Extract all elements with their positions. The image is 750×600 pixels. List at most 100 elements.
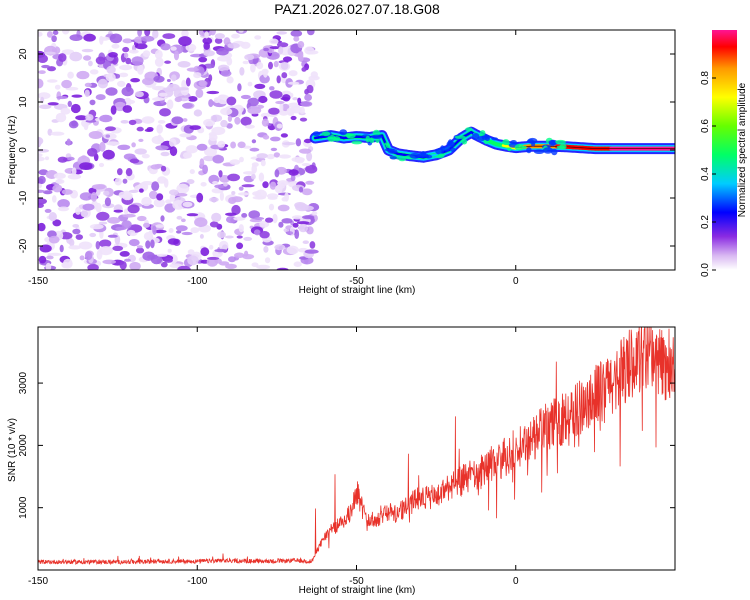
noise-blob — [231, 204, 241, 215]
noise-blob — [52, 219, 62, 227]
noise-blob — [160, 165, 167, 172]
spectrogram-ridge — [309, 126, 675, 163]
noise-blob — [281, 218, 293, 224]
noise-blob — [300, 205, 314, 211]
spectrogram-x-ticks: -150 -100 -50 0 — [28, 30, 519, 287]
noise-blob — [87, 148, 98, 157]
noise-blob — [234, 252, 245, 259]
noise-blob — [138, 138, 144, 142]
noise-blob — [136, 126, 144, 132]
noise-blob — [244, 54, 255, 61]
noise-blob — [242, 60, 249, 65]
noise-blob — [220, 70, 232, 77]
noise-blob — [209, 221, 219, 228]
noise-blob — [238, 30, 244, 33]
ridge-blob — [531, 142, 536, 147]
noise-blob — [131, 56, 144, 66]
noise-blob — [154, 49, 163, 60]
noise-blob — [182, 102, 193, 109]
noise-blob — [275, 100, 285, 105]
spectrogram-y-tick-label: 0 — [18, 147, 29, 153]
noise-blob — [306, 151, 313, 162]
noise-blob — [303, 138, 312, 144]
noise-blob — [68, 245, 82, 250]
noise-blob — [227, 42, 240, 49]
snr-x-tick-label: -150 — [28, 576, 48, 587]
noise-blob — [96, 249, 103, 260]
noise-blob — [268, 61, 273, 70]
noise-blob — [278, 154, 291, 159]
noise-blob — [175, 225, 188, 232]
noise-blob — [187, 96, 198, 102]
colorbar-tick-label: 0.2 — [700, 215, 711, 229]
noise-blob — [135, 247, 145, 254]
noise-blob — [278, 46, 284, 55]
noise-blob — [117, 80, 126, 87]
ridge-blob — [447, 139, 453, 147]
noise-blob — [55, 112, 67, 123]
colorbar-tick-label: 0.6 — [700, 119, 711, 133]
noise-blob — [203, 155, 216, 162]
noise-blob — [38, 156, 45, 162]
noise-blob — [84, 251, 93, 261]
noise-blob — [291, 215, 303, 220]
ridge-blob — [389, 156, 397, 160]
colorbar-tick-label: 0.0 — [700, 263, 711, 277]
noise-blob — [186, 179, 195, 185]
noise-blob — [241, 184, 255, 188]
noise-blob — [85, 114, 94, 121]
noise-blob — [252, 195, 266, 200]
noise-blob — [128, 119, 137, 126]
noise-blob — [292, 222, 299, 228]
noise-blob — [178, 36, 192, 47]
noise-blob — [214, 33, 225, 40]
noise-blob — [301, 188, 313, 196]
noise-blob — [69, 34, 83, 41]
noise-blob — [220, 119, 228, 128]
noise-blob — [130, 78, 141, 83]
colorbar-tick-label: 0.8 — [700, 71, 711, 85]
noise-blob — [306, 226, 314, 235]
noise-blob — [231, 196, 243, 203]
noise-blob — [290, 174, 296, 182]
snr-y-tick-label: 2000 — [18, 434, 29, 457]
noise-blob — [297, 51, 304, 60]
noise-blob — [141, 153, 150, 159]
noise-blob — [96, 211, 110, 221]
noise-blob — [200, 247, 210, 257]
noise-blob — [137, 30, 142, 37]
noise-blob — [193, 72, 202, 79]
noise-blob — [156, 253, 168, 257]
noise-blob — [109, 33, 123, 44]
noise-blob — [296, 221, 310, 225]
noise-blob — [236, 242, 244, 250]
noise-blob — [212, 154, 224, 164]
snr-x-ticks: -150 -100 -50 0 — [28, 327, 519, 587]
ridge-blob — [485, 135, 490, 142]
noise-blob — [193, 109, 203, 117]
ridge-blob — [465, 127, 473, 132]
noise-blob — [91, 184, 106, 190]
noise-blob — [198, 214, 206, 219]
noise-blob — [79, 255, 85, 261]
noise-blob — [167, 248, 172, 253]
noise-blob — [217, 140, 226, 148]
noise-blob — [236, 235, 243, 239]
noise-blob — [214, 248, 228, 253]
noise-blob — [128, 49, 139, 54]
noise-blob — [83, 123, 89, 131]
noise-blob — [204, 147, 217, 157]
noise-blob — [254, 35, 262, 40]
noise-blob — [38, 183, 43, 189]
noise-blob — [95, 94, 106, 101]
noise-blob — [298, 186, 304, 193]
noise-blob — [256, 62, 264, 70]
noise-blob — [107, 234, 118, 238]
noise-blob — [61, 79, 72, 89]
noise-blob — [276, 42, 289, 48]
noise-blob — [68, 120, 79, 129]
noise-blob — [143, 232, 154, 241]
noise-blob — [280, 62, 289, 70]
noise-blob — [52, 184, 63, 193]
